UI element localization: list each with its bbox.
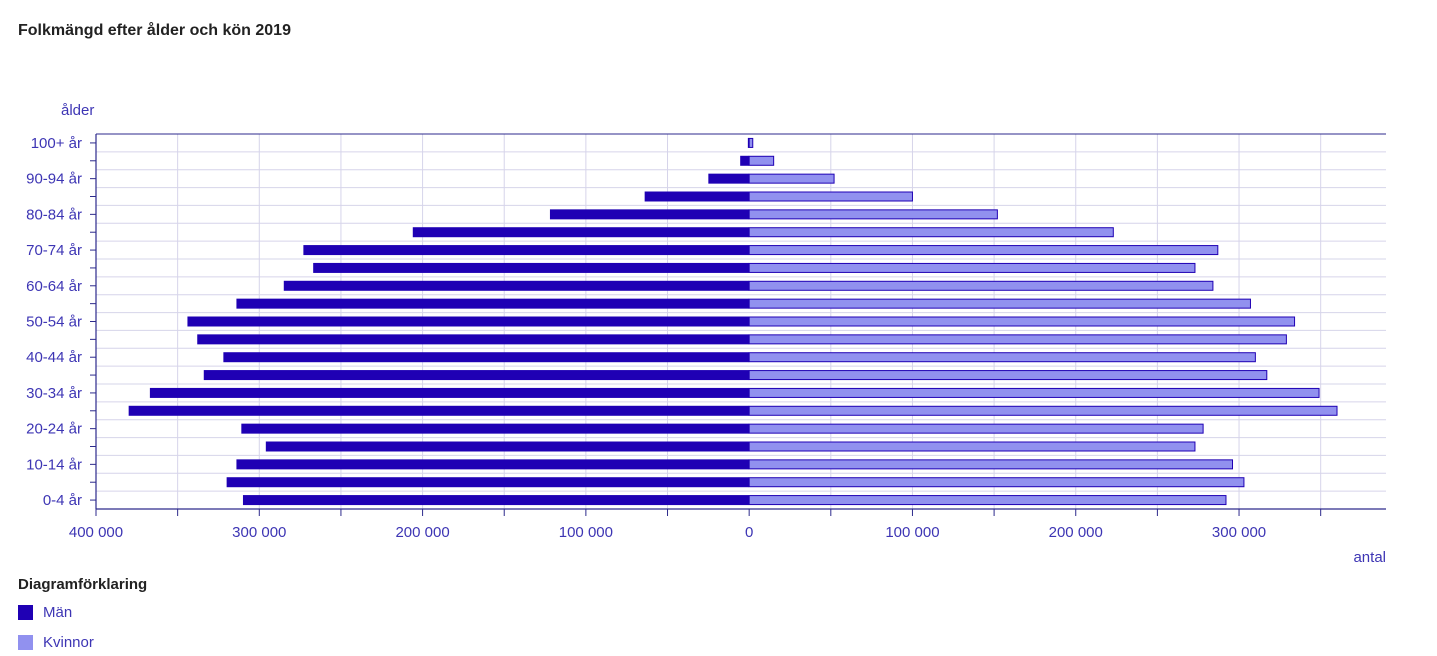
bar-men [128,405,750,416]
x-tick-label: 300 000 [1212,524,1266,541]
x-tick-label: 200 000 [395,524,449,541]
x-tick-label: 100 000 [559,524,613,541]
bar-women [748,441,1196,452]
bar-men [313,262,750,273]
bar-women [748,245,1219,256]
bar-men [644,191,750,202]
bar-women [748,423,1204,434]
y-tick-label: 80-84 år [26,206,82,223]
y-tick-label: 0-4 år [43,492,82,509]
bar-women [748,227,1114,238]
axes [90,133,1386,516]
y-tick-label: 50-54 år [26,314,82,331]
bar-women [748,191,913,202]
bar-women [748,155,775,166]
bar-men [203,370,750,381]
legend-item-men[interactable]: Män [18,604,72,621]
bar-men [747,137,750,148]
bar-women [748,316,1296,327]
bar-women [748,387,1320,398]
bar-women [748,370,1268,381]
bar-women [748,477,1245,488]
bar-men [283,280,750,291]
legend-label-men: Män [43,604,73,621]
y-tick-label: 20-24 år [26,421,82,438]
x-axis-label: antal [1353,549,1386,566]
x-tick-label: 200 000 [1049,524,1103,541]
x-tick-label: 400 000 [69,524,123,541]
bar-men [149,387,750,398]
y-tick-label: 30-34 år [26,385,82,402]
bar-women [748,334,1287,345]
legend-swatch-men [18,605,33,620]
bar-men [236,459,750,470]
bar-women [748,405,1338,416]
legend-title: Diagramförklaring [18,576,148,593]
tick-labels: 400 000 300 000 200 000 100 000 0 100 000 200 … [26,135,1266,541]
bar-women [748,173,835,184]
y-tick-label: 70-74 år [26,242,82,259]
bar-women [748,137,754,148]
y-tick-label: 60-64 år [26,278,82,295]
bar-men [197,334,750,345]
y-tick-label: 40-44 år [26,349,82,366]
bars [128,137,1338,506]
chart-title: Folkmängd efter ålder och kön 2019 [18,22,291,39]
bar-women [748,352,1256,363]
y-tick-label: 10-14 år [26,456,82,473]
x-tick-label: 0 [745,524,753,541]
bar-men [740,155,750,166]
population-pyramid-chart: 400 000 300 000 200 000 100 000 0 100 000 200 … [26,102,1386,566]
bar-women [748,495,1227,506]
bar-men [549,209,750,220]
bar-men [241,423,750,434]
bar-men [223,352,750,363]
bar-men [242,495,750,506]
bar-men [303,245,750,256]
bar-men [265,441,750,452]
bar-women [748,280,1214,291]
bar-men [236,298,750,309]
x-tick-label: 100 000 [885,524,939,541]
y-axis-label: ålder [61,102,94,119]
bar-men [187,316,750,327]
y-tick-label: 100+ år [31,135,82,152]
bar-women [748,459,1234,470]
bar-men [226,477,750,488]
bar-men [708,173,750,184]
legend-label-women: Kvinnor [43,634,94,651]
bar-women [748,209,998,220]
legend-swatch-women [18,635,33,650]
x-tick-label: 300 000 [232,524,286,541]
bar-men [412,227,750,238]
legend-item-women[interactable]: Kvinnor [18,634,94,651]
bar-women [748,298,1251,309]
y-tick-label: 90-94 år [26,171,82,188]
bar-women [748,262,1196,273]
